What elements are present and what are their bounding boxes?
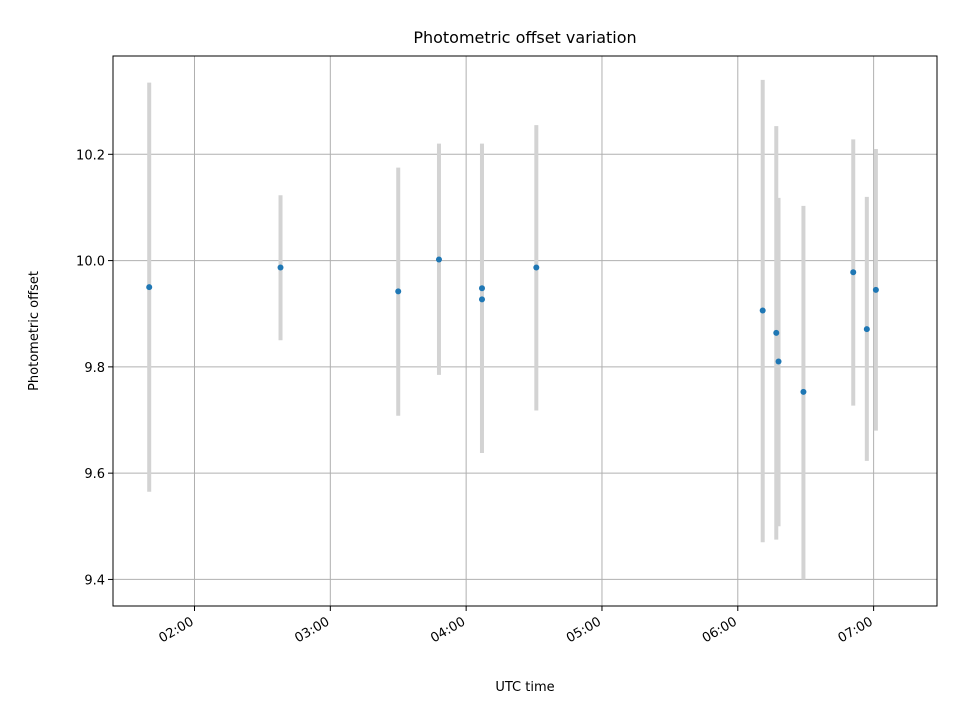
- data-point: [800, 388, 807, 395]
- y-tick-label: 9.6: [84, 467, 105, 482]
- data-point: [478, 296, 485, 303]
- data-point: [850, 269, 857, 276]
- y-axis-label: Photometric offset: [27, 271, 42, 391]
- y-tick-label: 10.2: [76, 148, 105, 163]
- y-tick-label: 9.4: [84, 573, 105, 588]
- data-point: [478, 285, 485, 292]
- data-point: [146, 284, 153, 291]
- x-axis-label: UTC time: [495, 680, 554, 695]
- data-point: [872, 286, 879, 293]
- data-point: [759, 307, 766, 314]
- chart-title: Photometric offset variation: [413, 28, 636, 47]
- data-point: [533, 264, 540, 271]
- data-point: [277, 264, 284, 271]
- data-point: [773, 329, 780, 336]
- data-points: [146, 256, 879, 395]
- y-axis-ticks: 9.4 9.6 9.8 10.0 10.2: [76, 148, 113, 588]
- grid-lines: [113, 56, 937, 606]
- data-point: [395, 288, 402, 295]
- y-tick-label: 9.8: [84, 361, 105, 376]
- data-point: [435, 256, 442, 263]
- plot-frame: [112, 55, 938, 607]
- data-point: [863, 326, 870, 333]
- y-tick-label: 10.0: [76, 255, 105, 270]
- data-point: [775, 358, 782, 365]
